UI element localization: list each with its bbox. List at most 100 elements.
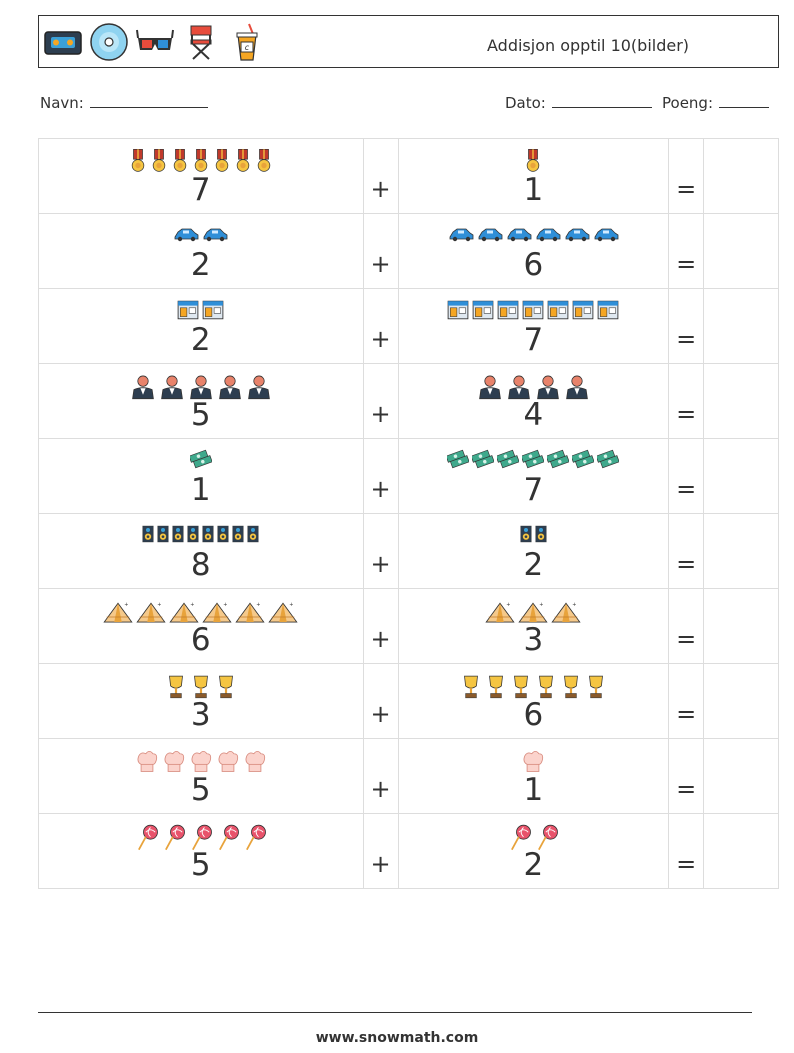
chef-hat-icon	[135, 749, 159, 779]
equals-sign: =	[676, 475, 697, 503]
plus-sign: +	[370, 850, 391, 878]
answer-cell[interactable]	[704, 514, 780, 589]
plus-cell: +	[363, 739, 399, 814]
money-icon	[445, 449, 470, 475]
footer-url: www.snowmath.com	[315, 1030, 479, 1046]
car-icon	[477, 224, 503, 248]
left-addend: 2	[190, 322, 211, 358]
right-addend-cell: 7	[398, 439, 670, 514]
plus-cell: +	[363, 364, 399, 439]
left-addend: 7	[190, 172, 211, 208]
equals-cell: =	[669, 289, 705, 364]
problem-row: 2 +6 =	[39, 214, 780, 289]
right-addend: 2	[523, 847, 544, 883]
money-icon	[470, 449, 495, 475]
shop-icon	[202, 299, 224, 325]
problem-grid: 7 +1 = 2 +6 = 2 +7 = 5 +4 = 1 +7 = 8 +2 = + + + + + +6 + + + +3 = 3 +6…	[38, 138, 780, 889]
left-addend-cell: + + + + + +6	[39, 589, 364, 664]
plus-sign: +	[370, 550, 391, 578]
answer-cell[interactable]	[704, 739, 780, 814]
speaker-icon	[142, 524, 154, 548]
equals-cell: =	[669, 739, 705, 814]
car-icon	[448, 224, 474, 248]
picture-group	[399, 148, 669, 177]
speaker-icon	[520, 524, 532, 548]
picture-group	[39, 524, 363, 548]
trophy-icon	[585, 674, 607, 704]
picture-group	[39, 749, 363, 779]
money-icon	[545, 449, 570, 475]
trophy-icon	[165, 674, 187, 704]
lollipop-icon	[243, 824, 267, 856]
lollipop-icon	[216, 824, 240, 856]
shop-icon	[572, 299, 594, 325]
medal-icon	[213, 148, 231, 177]
tent-icon: +	[103, 599, 133, 629]
picture-group	[399, 674, 669, 704]
answer-cell[interactable]	[704, 214, 780, 289]
picture-group	[399, 299, 669, 325]
header-box: c Addisjon opptil 10(bilder)	[38, 15, 779, 68]
plus-cell: +	[363, 214, 399, 289]
svg-text:+: +	[540, 602, 544, 608]
chef-hat-icon	[189, 749, 213, 779]
car-icon	[535, 224, 561, 248]
waiter-icon	[217, 374, 243, 404]
tent-icon: +	[169, 599, 199, 629]
svg-text:c: c	[245, 43, 250, 52]
picture-group	[39, 224, 363, 248]
date-blank[interactable]	[551, 96, 652, 108]
header-icons: c	[43, 22, 267, 62]
tent-icon: +	[518, 599, 548, 629]
plus-sign: +	[370, 325, 391, 353]
picture-group	[39, 148, 363, 177]
answer-cell[interactable]	[704, 814, 780, 889]
left-addend: 8	[190, 547, 211, 583]
car-icon	[506, 224, 532, 248]
plus-cell: +	[363, 139, 399, 214]
chef-hat-icon	[243, 749, 267, 779]
answer-cell[interactable]	[704, 139, 780, 214]
equals-cell: =	[669, 664, 705, 739]
speaker-icon	[172, 524, 184, 548]
name-label: Navn:	[40, 94, 84, 112]
plus-cell: +	[363, 664, 399, 739]
left-addend-cell: 5	[39, 814, 364, 889]
answer-cell[interactable]	[704, 364, 780, 439]
equals-sign: =	[676, 175, 697, 203]
speaker-icon	[187, 524, 199, 548]
answer-cell[interactable]	[704, 289, 780, 364]
plus-cell: +	[363, 514, 399, 589]
equals-sign: =	[676, 850, 697, 878]
soda-cup-icon: c	[236, 23, 258, 61]
videotape-icon	[44, 31, 82, 55]
picture-group	[399, 224, 669, 248]
money-icon	[570, 449, 595, 475]
picture-group	[399, 449, 669, 475]
car-icon	[593, 224, 619, 248]
lollipop-icon	[135, 824, 159, 856]
right-addend: 1	[523, 772, 544, 808]
trophy-icon	[485, 674, 507, 704]
car-icon	[564, 224, 590, 248]
score-blank[interactable]	[719, 96, 769, 108]
equals-cell: =	[669, 439, 705, 514]
medal-icon	[255, 148, 273, 177]
right-addend-cell: 2	[398, 514, 670, 589]
date-field: Dato:	[505, 94, 652, 112]
picture-group	[39, 674, 363, 704]
left-addend-cell: 2	[39, 214, 364, 289]
trophy-icon	[560, 674, 582, 704]
name-blank[interactable]	[89, 96, 208, 108]
answer-cell[interactable]	[704, 589, 780, 664]
plus-sign: +	[370, 625, 391, 653]
right-addend: 1	[523, 172, 544, 208]
answer-cell[interactable]	[704, 664, 780, 739]
answer-cell[interactable]	[704, 439, 780, 514]
medal-icon	[129, 148, 147, 177]
left-addend-cell: 5	[39, 739, 364, 814]
chef-hat-icon	[521, 749, 545, 779]
medal-icon	[171, 148, 189, 177]
equals-sign: =	[676, 325, 697, 353]
left-addend-cell: 8	[39, 514, 364, 589]
